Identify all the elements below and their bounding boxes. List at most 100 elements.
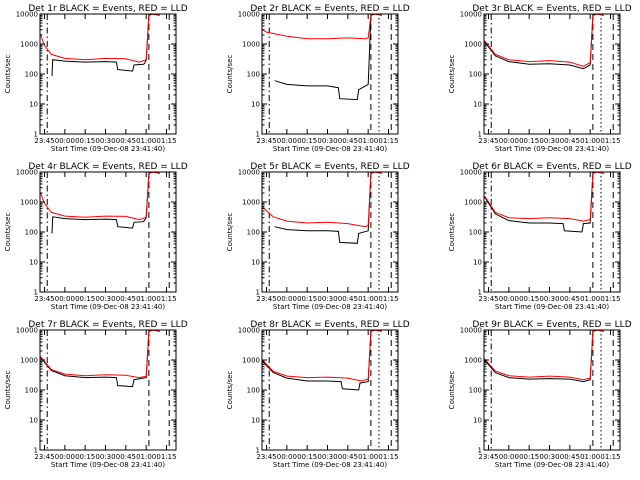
x-tick-label: 00:00 [55,295,75,303]
series-line-events [51,14,160,77]
x-tick-label: 00:15 [519,453,539,461]
x-tick-label: 00:00 [277,137,297,145]
panel-title: Det 2r BLACK = Events, RED = LLD [250,4,409,14]
x-tick-label: 00:45 [116,137,136,145]
y-tick-label: 1 [34,131,38,139]
x-axis-label: Start Time (09-Dec-08 23:41:40) [273,303,387,311]
chart-panel-2: Det 2r BLACK = Events, RED = LLD 1 10 100 10… [226,4,410,153]
x-tick-label: 00:30 [539,453,559,461]
x-tick-label: 00:30 [95,295,115,303]
x-tick-label: 00:30 [317,137,337,145]
y-tick-label: 1000 [464,357,482,365]
x-tick-label: 00:30 [317,295,337,303]
x-tick-label: 23:45 [256,453,276,461]
series-line-events [40,330,160,388]
y-axis-label: Counts/sec [448,213,456,252]
plot-frame [39,13,177,135]
x-tick-label: 01:00 [358,137,378,145]
chart-panel-9: Det 9r BLACK = Events, RED = LLD 1 10 100 10… [448,320,632,469]
x-tick-label: 00:15 [75,453,95,461]
y-axis-label: Counts/sec [448,55,456,94]
y-tick-label: 100 [247,387,260,395]
chart-panel-4: Det 4r BLACK = Events, RED = LLD 1 10 100 10… [4,162,188,311]
y-axis-label: Counts/sec [4,371,12,410]
y-tick-label: 10000 [16,169,38,177]
x-tick-label: 23:45 [256,295,276,303]
x-tick-label: 00:45 [560,137,580,145]
plot-frame [261,13,399,135]
x-axis-label: Start Time (09-Dec-08 23:41:40) [51,145,165,153]
x-axis-label: Start Time (09-Dec-08 23:41:40) [273,461,387,469]
x-tick-label: 23:45 [256,137,276,145]
x-tick-label: 01:15 [600,453,620,461]
x-tick-label: 00:15 [75,137,95,145]
series-line-lld [484,172,604,222]
x-tick-label: 00:45 [116,295,136,303]
x-tick-label: 01:15 [600,295,620,303]
x-tick-label: 01:15 [378,453,398,461]
y-tick-label: 10000 [460,169,482,177]
series-line-events [484,172,604,233]
x-tick-label: 01:00 [136,295,156,303]
y-tick-label: 10 [251,417,260,425]
x-axis-label: Start Time (09-Dec-08 23:41:40) [495,461,609,469]
y-tick-label: 1 [256,289,260,297]
x-tick-label: 23:45 [34,137,54,145]
y-tick-label: 10000 [238,11,260,19]
y-tick-label: 1 [478,131,482,139]
y-tick-label: 100 [25,387,38,395]
series-line-lld [40,172,160,221]
panel-title: Det 9r BLACK = Events, RED = LLD [472,320,631,330]
x-axis-label: Start Time (09-Dec-08 23:41:40) [495,145,609,153]
x-tick-label: 00:30 [95,137,115,145]
plot-frame [483,171,621,293]
x-tick-label: 23:45 [478,453,498,461]
x-tick-label: 01:15 [378,295,398,303]
panel-title: Det 1r BLACK = Events, RED = LLD [28,4,187,14]
y-axis-label: Counts/sec [226,213,234,252]
y-tick-label: 1000 [464,41,482,49]
panel-title: Det 6r BLACK = Events, RED = LLD [472,162,631,172]
y-tick-label: 1000 [242,199,260,207]
panel-title: Det 7r BLACK = Events, RED = LLD [28,320,187,330]
x-tick-label: 00:30 [539,137,559,145]
y-tick-label: 1 [34,447,38,455]
y-tick-label: 10 [29,101,38,109]
x-axis-label: Start Time (09-Dec-08 23:41:40) [495,303,609,311]
y-tick-label: 1000 [242,357,260,365]
x-tick-label: 23:45 [34,295,54,303]
plot-frame [261,171,399,293]
chart-panel-5: Det 5r BLACK = Events, RED = LLD 1 10 100 10… [226,162,410,311]
y-tick-label: 10 [473,259,482,267]
y-tick-label: 100 [469,387,482,395]
plot-frame [483,13,621,135]
y-tick-label: 10 [473,101,482,109]
y-axis-label: Counts/sec [4,213,12,252]
x-axis-label: Start Time (09-Dec-08 23:41:40) [273,145,387,153]
y-tick-label: 100 [247,229,260,237]
y-tick-label: 10 [473,417,482,425]
x-tick-label: 00:15 [297,453,317,461]
y-axis-label: Counts/sec [226,371,234,410]
y-tick-label: 10 [251,259,260,267]
series-line-lld [262,330,382,382]
x-tick-label: 00:45 [560,295,580,303]
y-tick-label: 100 [469,71,482,79]
y-tick-label: 1000 [242,41,260,49]
x-tick-label: 23:45 [478,137,498,145]
plot-frame [261,329,399,451]
x-tick-label: 00:00 [499,453,519,461]
x-tick-label: 00:15 [297,137,317,145]
y-tick-label: 1000 [20,199,38,207]
x-tick-label: 01:15 [156,295,176,303]
x-tick-label: 00:00 [277,453,297,461]
y-tick-label: 10000 [460,327,482,335]
x-tick-label: 00:00 [55,137,75,145]
y-tick-label: 100 [25,71,38,79]
plot-frame [483,329,621,451]
x-tick-label: 01:00 [358,295,378,303]
x-tick-label: 23:45 [34,453,54,461]
chart-panel-3: Det 3r BLACK = Events, RED = LLD 1 10 100 10… [448,4,632,153]
y-tick-label: 10000 [16,11,38,19]
series-line-lld [262,172,382,228]
